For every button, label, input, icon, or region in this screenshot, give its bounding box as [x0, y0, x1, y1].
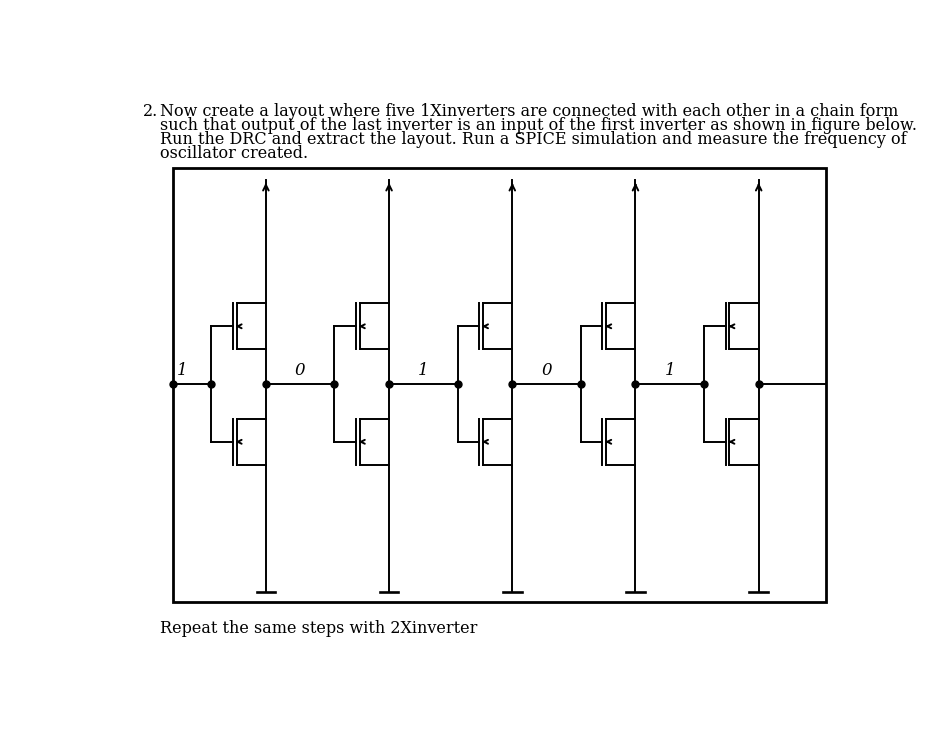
Text: Repeat the same steps with 2Xinverter: Repeat the same steps with 2Xinverter — [160, 620, 477, 637]
Text: 0: 0 — [294, 362, 306, 380]
Text: 2.: 2. — [142, 103, 158, 120]
Text: 1: 1 — [178, 362, 188, 380]
Text: Run the DRC and extract the layout. Run a SPICE simulation and measure the frequ: Run the DRC and extract the layout. Run … — [160, 131, 906, 147]
Text: oscillator created.: oscillator created. — [160, 145, 308, 161]
Text: such that output of the last inverter is an input of the first inverter as shown: such that output of the last inverter is… — [160, 117, 917, 134]
Bar — [174, 169, 826, 602]
Text: Now create a layout where five 1Xinverters are connected with each other in a ch: Now create a layout where five 1Xinverte… — [160, 103, 898, 120]
Text: 0: 0 — [542, 362, 552, 380]
Text: 1: 1 — [664, 362, 675, 380]
Text: 1: 1 — [418, 362, 428, 380]
